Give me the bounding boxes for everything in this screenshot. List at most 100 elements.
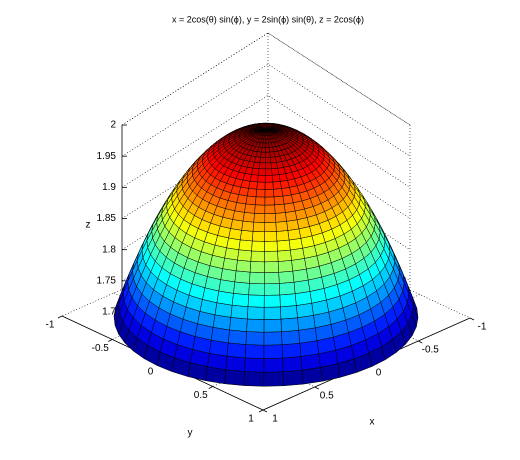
surface-patch	[248, 283, 265, 296]
surface-patch	[260, 151, 266, 158]
grid-line	[121, 32, 411, 126]
surface-patch	[246, 188, 258, 198]
surface-patch	[243, 371, 265, 387]
surface-patch	[259, 156, 266, 164]
surface-patch	[232, 210, 245, 222]
surface-patch	[264, 272, 280, 285]
surface-patch	[252, 162, 261, 170]
y-tick-label: -1	[46, 320, 55, 331]
y-tick-label: -0.5	[92, 343, 110, 354]
surface-patch	[277, 249, 292, 262]
x-tick	[314, 386, 319, 390]
surface-patch	[293, 279, 311, 294]
surface-patch	[294, 291, 313, 306]
chart-title: x = 2cos(θ) sin(ϕ), y = 2sin(ϕ) sin(θ), …	[172, 14, 364, 24]
surface-patch	[263, 294, 281, 308]
y-tick	[108, 339, 113, 342]
surface-patch	[238, 239, 253, 252]
surface-patch	[244, 203, 256, 214]
surface-patch	[247, 306, 265, 320]
surface-patch	[282, 194, 294, 205]
surface-patch	[241, 220, 255, 232]
surface-patch	[265, 138, 269, 144]
surface-patch	[273, 188, 284, 198]
surface-patch	[255, 196, 266, 206]
grid-line	[121, 63, 411, 157]
surface-patch	[224, 369, 245, 386]
z-tick-label: 1.8	[102, 244, 116, 255]
surface-patch	[257, 174, 266, 183]
surface-patch	[281, 330, 301, 346]
surface-patch	[251, 240, 265, 252]
surface-patch	[251, 167, 260, 176]
surface-patch	[270, 162, 278, 170]
surface-patch	[276, 239, 291, 252]
box-edge	[267, 32, 411, 126]
surface-patch	[250, 250, 265, 263]
y-axis-label: y	[188, 428, 193, 439]
z-tick-label: 1.85	[97, 213, 117, 224]
surface-patch	[249, 271, 265, 285]
surface-patch	[237, 249, 252, 262]
surface-patch	[246, 318, 265, 333]
surface-patch	[263, 357, 284, 373]
surface-patch	[297, 315, 316, 331]
surface-patch	[281, 187, 292, 197]
surface-patch	[235, 259, 252, 273]
surface-patch	[264, 240, 278, 252]
surface-patch	[264, 231, 278, 242]
z-tick-label: 1.7	[102, 307, 116, 318]
y-tick	[258, 409, 264, 413]
surface-patch	[249, 261, 265, 273]
x-tick-label: 0.5	[320, 391, 334, 402]
surface-patch	[264, 181, 274, 190]
surface-patch	[278, 281, 296, 296]
surface-patch	[279, 180, 290, 189]
surface-patch	[248, 181, 258, 190]
surface-patch	[274, 212, 287, 223]
surface-patch	[263, 331, 283, 346]
surface	[113, 122, 419, 387]
surface-patch	[226, 342, 247, 359]
surface-patch	[252, 231, 265, 242]
surface-patch	[244, 357, 265, 373]
surface-patch	[245, 195, 257, 206]
surface-patch	[282, 356, 303, 373]
surface-patch	[253, 213, 266, 223]
surface-patch	[258, 168, 266, 176]
surface-patch	[263, 318, 282, 333]
surface-patch	[242, 212, 255, 223]
grid-line	[121, 94, 411, 188]
surface-patch	[245, 344, 265, 359]
surface-patch	[230, 219, 244, 231]
surface-patch	[270, 156, 277, 164]
surface-patch	[264, 189, 275, 198]
y-tick-label: 0	[148, 367, 154, 378]
surface-patch	[265, 142, 270, 148]
surface-patch	[252, 221, 266, 233]
surface-patch	[264, 261, 279, 273]
surface-patch	[228, 329, 247, 345]
surface-patch	[282, 369, 304, 387]
surface-patch	[256, 181, 266, 190]
x-tick	[262, 409, 268, 413]
x-tick-label: -1	[478, 322, 487, 333]
surface-patch	[236, 194, 248, 205]
grid-line	[121, 126, 411, 219]
surface-patch	[264, 196, 275, 206]
surface-patch	[283, 202, 296, 213]
surface-patch	[265, 135, 269, 140]
surface-patch	[261, 147, 266, 153]
x-tick	[469, 317, 475, 321]
surface-patch	[247, 294, 265, 308]
z-tick-label: 2	[110, 120, 116, 131]
box-edge	[121, 32, 269, 126]
surface-patch	[229, 317, 248, 332]
surface-patch	[264, 222, 277, 233]
z-tick-label: 1.75	[97, 275, 117, 286]
surface-patch	[265, 162, 272, 170]
surface-patch	[239, 230, 254, 242]
surface-patch	[263, 283, 281, 296]
surface-patch	[271, 168, 280, 176]
